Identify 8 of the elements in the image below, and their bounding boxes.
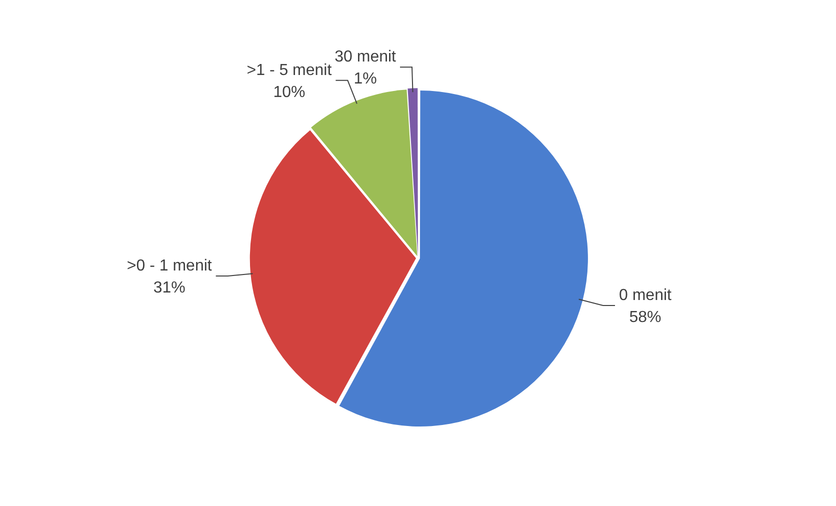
data-label: 31% — [153, 279, 186, 296]
data-label: 10% — [273, 84, 306, 101]
slice-label: >1 - 5 menit — [246, 62, 332, 79]
data-label: 1% — [354, 70, 377, 88]
slice-label: 0 menit — [619, 286, 672, 304]
data-label: 58% — [629, 308, 662, 326]
slice-label: 30 menit — [334, 48, 397, 66]
slice-label: >0 - 1 menit — [126, 257, 212, 274]
